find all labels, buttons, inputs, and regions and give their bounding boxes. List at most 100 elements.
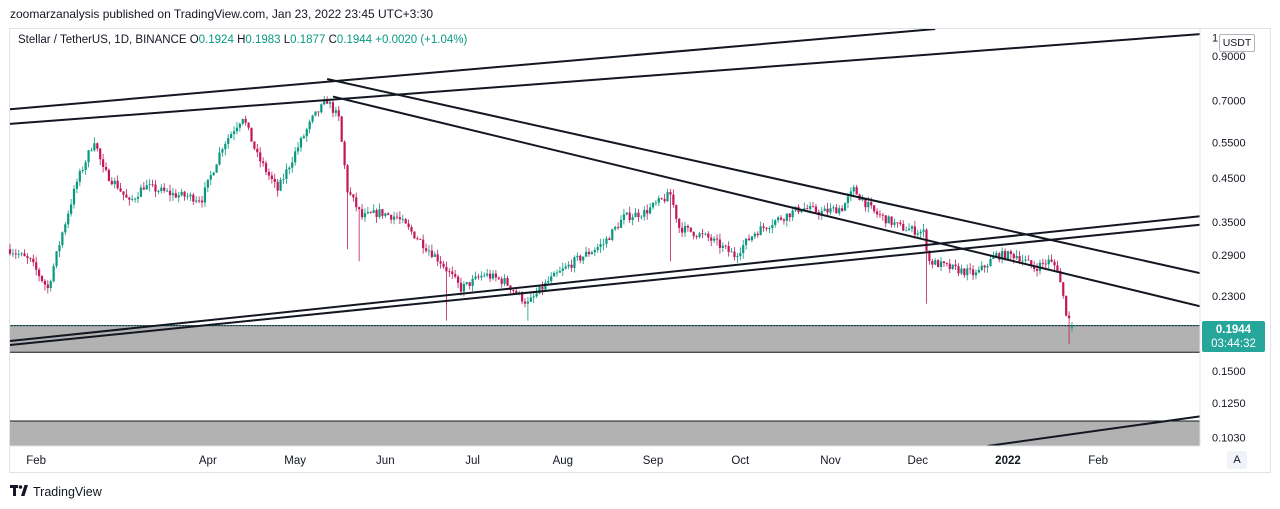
- candle: [640, 214, 643, 220]
- candle: [745, 238, 748, 250]
- candle: [486, 268, 489, 278]
- candle: [302, 133, 305, 140]
- candle: [384, 212, 387, 218]
- candle: [558, 266, 562, 273]
- candle: [424, 243, 428, 253]
- trendline-1: [10, 33, 1200, 125]
- candle: [291, 156, 294, 173]
- candle: [683, 221, 687, 237]
- candle: [672, 189, 675, 208]
- candle: [419, 238, 422, 241]
- candle: [593, 247, 596, 257]
- candle: [299, 136, 303, 152]
- candle: [154, 180, 157, 198]
- candle: [8, 243, 12, 256]
- candle: [375, 208, 378, 223]
- candle: [1027, 255, 1030, 261]
- symbol-legend[interactable]: Stellar / TetherUS, 1D, BINANCE O0.1924 …: [18, 34, 467, 46]
- x-tick-label: Feb: [26, 455, 46, 467]
- candle: [771, 219, 774, 234]
- candle: [235, 122, 239, 135]
- candle: [739, 247, 742, 261]
- candle: [654, 200, 658, 206]
- candle: [308, 119, 311, 134]
- candle: [555, 269, 559, 277]
- candle: [622, 208, 626, 225]
- candle: [907, 223, 911, 231]
- candle: [643, 205, 646, 221]
- candle: [186, 192, 189, 200]
- candle: [753, 231, 756, 239]
- candle: [448, 268, 451, 277]
- candle: [948, 258, 951, 274]
- candle: [99, 147, 102, 166]
- x-tick-label: Sep: [643, 455, 663, 467]
- candle: [145, 179, 148, 190]
- candle: [500, 276, 503, 288]
- candle: [346, 163, 349, 250]
- candle: [666, 188, 669, 202]
- candle: [381, 208, 384, 219]
- candle: [1001, 247, 1004, 264]
- candle: [90, 147, 93, 152]
- candle: [724, 244, 727, 250]
- candle: [320, 103, 323, 114]
- candle: [942, 261, 946, 267]
- candle: [87, 149, 90, 168]
- candle: [195, 196, 198, 204]
- candle: [128, 196, 131, 206]
- candle: [416, 236, 419, 241]
- candle: [843, 202, 847, 211]
- candle: [395, 212, 399, 220]
- candle: [579, 254, 582, 264]
- support-zone-0: [10, 325, 1200, 353]
- symbol-title[interactable]: Stellar / TetherUS, 1D, BINANCE: [18, 34, 187, 46]
- candle: [96, 142, 99, 152]
- tradingview-logo[interactable]: TradingView: [10, 484, 102, 499]
- candle: [93, 137, 96, 152]
- candle: [410, 224, 413, 235]
- candle: [43, 279, 47, 291]
- candle: [107, 168, 111, 182]
- candle: [779, 215, 783, 221]
- currency-button[interactable]: USDT: [1219, 34, 1255, 52]
- candle: [829, 203, 832, 215]
- candle: [611, 228, 614, 242]
- candle: [101, 153, 105, 173]
- candle: [224, 141, 227, 156]
- candle: [241, 118, 244, 126]
- x-tick-label: Feb: [1088, 455, 1108, 467]
- candle: [552, 271, 556, 277]
- candle: [634, 207, 637, 218]
- trendline-3: [332, 95, 1200, 308]
- candle: [439, 256, 442, 269]
- auto-scale-button[interactable]: A: [1227, 451, 1247, 469]
- candle: [838, 205, 841, 216]
- candle: [314, 111, 317, 117]
- candle: [104, 162, 108, 172]
- candle: [820, 207, 823, 220]
- candle: [573, 255, 576, 273]
- candle: [625, 212, 628, 216]
- candle: [506, 275, 509, 287]
- candle: [969, 263, 972, 274]
- candle: [262, 157, 265, 167]
- candle: [567, 261, 570, 270]
- candle: [474, 271, 477, 281]
- candle: [582, 256, 585, 265]
- candle: [532, 291, 535, 303]
- candle: [296, 142, 300, 155]
- candle: [983, 264, 986, 273]
- candle: [614, 225, 617, 231]
- candle: [442, 260, 445, 269]
- high-value: 0.1983: [245, 34, 281, 46]
- candle: [52, 263, 55, 283]
- candle: [710, 234, 713, 247]
- candle: [134, 197, 137, 203]
- candle: [404, 218, 407, 224]
- publish-line: zoomarzanalysis published on TradingView…: [10, 7, 434, 21]
- x-tick-label: Nov: [820, 455, 841, 467]
- candle: [276, 178, 279, 197]
- candle: [698, 231, 701, 239]
